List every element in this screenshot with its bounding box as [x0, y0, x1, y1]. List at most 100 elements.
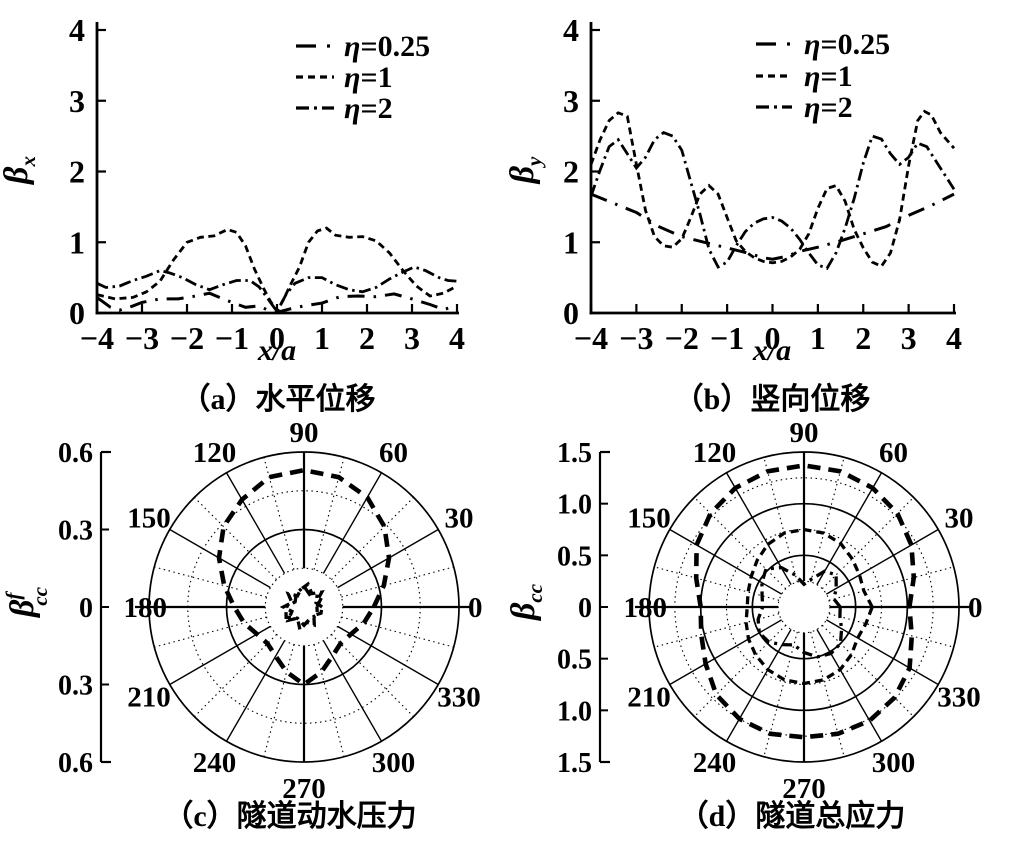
legend-eta: η [344, 61, 360, 94]
series-eta-1 [279, 581, 325, 634]
angle-label-120: 120 [193, 437, 237, 469]
series-eta-1 [589, 109, 956, 269]
angle-label-60: 60 [879, 437, 908, 469]
legend-label-eta-2: η=2 [344, 92, 393, 125]
grid-spoke-dotted [763, 457, 798, 583]
grid-spoke-solid [225, 640, 286, 742]
grid-spoke-dotted [154, 566, 267, 598]
caption-d: （d）隧道总应力 [678, 800, 906, 833]
angle-label-300: 300 [872, 747, 916, 779]
beta-symbol: β [4, 599, 41, 619]
series-eta-2 [756, 565, 844, 659]
grid-spoke-solid [816, 472, 883, 585]
legend-label-eta-1: η=1 [804, 60, 853, 93]
series-eta-025 [590, 192, 955, 261]
angle-label-210: 210 [127, 682, 171, 714]
x-tick-label: 3 [404, 320, 420, 356]
chart-d-polar-total-stress: 1.5 1.0 0.5 0 0.5 1.0 1.5 0 30 60 90 120 150 180 210 24… [505, 417, 983, 805]
beta-sub: x [16, 156, 40, 168]
series-eta-2 [96, 265, 458, 315]
radial-tick-label: 0.5 [557, 645, 592, 676]
grid-spoke-dotted [828, 613, 954, 648]
y-tick-label: 0 [69, 295, 85, 331]
x-tick-label: 1 [810, 320, 826, 356]
grid-spoke-solid [669, 619, 782, 686]
legend-label-eta-2: η=2 [804, 91, 853, 124]
x-tick-label: 2 [855, 320, 871, 356]
radial-tick-label: 1.5 [557, 748, 592, 779]
x-tick-label: −2 [665, 320, 699, 356]
y-tick-label: 3 [69, 83, 85, 119]
grid-spoke-solid [225, 472, 286, 574]
beta-sup: f [1, 591, 25, 600]
angle-label-240: 240 [693, 747, 737, 779]
legend-eta: η [344, 92, 360, 125]
radial-tick-label: 0.6 [58, 438, 93, 469]
legend-eta: η [804, 91, 820, 124]
grid-spoke-dotted [828, 566, 954, 601]
radial-tick-label: 1.0 [557, 696, 592, 727]
grid-circle-dotted [777, 580, 831, 634]
radial-tick-label: 1.0 [557, 490, 592, 521]
grid-circle-dotted [264, 567, 344, 647]
y-tick-label: 3 [563, 83, 579, 119]
angle-label-330: 330 [437, 682, 481, 714]
legend-value: =2 [360, 92, 392, 125]
angle-label-60: 60 [379, 437, 408, 469]
y-tick-label: 4 [69, 12, 85, 48]
y-tick-label: 2 [563, 154, 579, 190]
legend-value: =2 [820, 91, 852, 124]
angle-label-150: 150 [127, 503, 171, 535]
angle-label-0: 0 [968, 592, 983, 624]
grid-spoke-solid [826, 619, 939, 686]
caption-a: （a）水平位移 [180, 383, 376, 416]
angle-label-210: 210 [627, 682, 671, 714]
series-eta-1 [96, 226, 458, 315]
legend-eta: η [804, 60, 820, 93]
y-tick-label: 4 [563, 12, 579, 48]
x-tick-label: 0 [269, 320, 285, 356]
beta-sub: y [522, 156, 546, 169]
x-tick-label: −2 [170, 320, 204, 356]
series-eta-1 [744, 527, 874, 686]
angle-label-150: 150 [627, 503, 671, 535]
y-tick-label: 2 [69, 154, 85, 190]
beta-symbol: β [505, 602, 542, 622]
grid-spoke-solid [669, 528, 782, 595]
y-axis-label: βx [0, 156, 40, 186]
x-tick-label: 0 [765, 320, 781, 356]
legend-value: =0.25 [820, 28, 890, 61]
legend-label-eta-1: η=1 [344, 61, 393, 94]
x-tick-label: −4 [574, 320, 608, 356]
beta-symbol: β [0, 166, 35, 186]
series-eta-2 [284, 583, 325, 628]
x-tick-label: 4 [449, 320, 465, 356]
grid-spoke-dotted [821, 624, 914, 717]
angle-label-120: 120 [693, 437, 737, 469]
radial-tick-label: 0 [578, 593, 592, 624]
radial-tick-label: 1.5 [557, 438, 592, 469]
angle-label-180: 180 [624, 592, 668, 624]
grid-spoke-dotted [154, 616, 267, 648]
caption-b: （b）竖向位移 [673, 383, 871, 416]
radial-tick-label: 0.5 [557, 541, 592, 572]
y-tick-label: 1 [69, 224, 85, 260]
legend-eta: η [804, 28, 820, 61]
series-eta-025 [216, 467, 392, 688]
grid-spoke-dotted [341, 566, 454, 598]
grid-spoke-solid [322, 640, 383, 742]
y-tick-label: 1 [563, 224, 579, 260]
chart-c-polar-water-pressure: 0.6 0.3 0 0.3 0.6 0 30 60 90 120 150 180 210 240 270 30… [1, 417, 483, 805]
legend-eta: η [344, 30, 360, 63]
beta-sub: cc [28, 586, 52, 605]
grid-spoke-solid [169, 625, 271, 686]
angle-label-180: 180 [124, 592, 168, 624]
x-tick-label: −1 [710, 320, 744, 356]
x-axis-label: x/a [752, 334, 791, 367]
legend-value: =1 [820, 60, 852, 93]
angle-label-0: 0 [468, 592, 483, 624]
x-tick-label: −3 [619, 320, 653, 356]
